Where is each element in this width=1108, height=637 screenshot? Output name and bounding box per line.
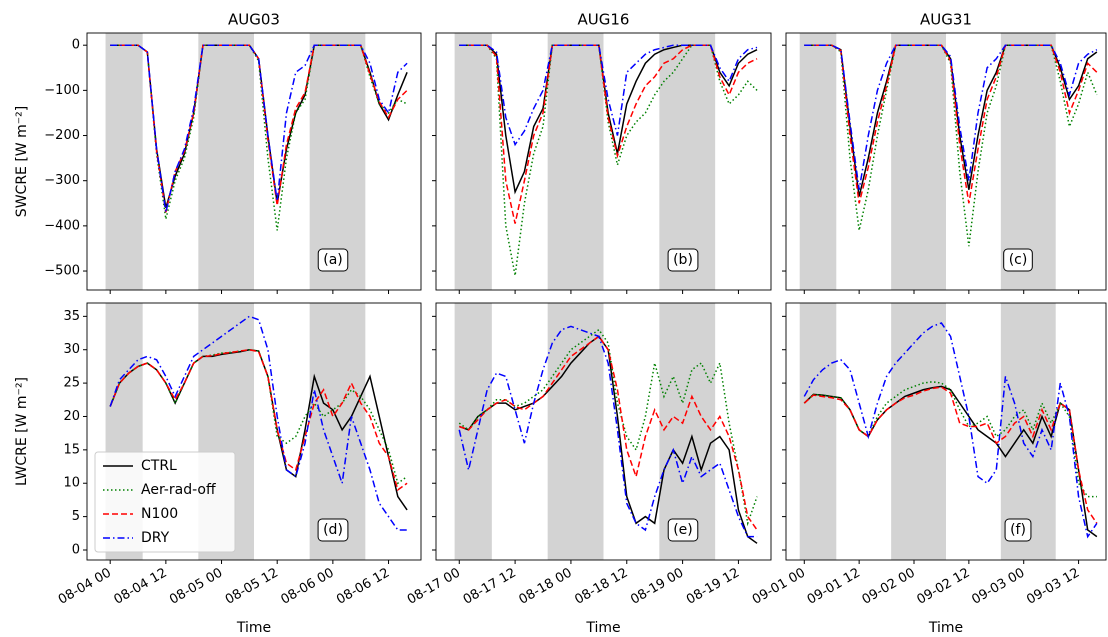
x-tick-label: 09-03 12: [1024, 566, 1082, 608]
night-band: [454, 303, 492, 560]
x-tick-label: 08-06 00: [278, 566, 336, 608]
x-tick-label: 09-01 00: [750, 566, 808, 608]
night-band: [1000, 33, 1056, 290]
x-tick-label: 09-02 00: [860, 566, 918, 608]
x-tick-label: 08-04 00: [56, 566, 114, 608]
legend-label: N100: [141, 506, 178, 522]
y-tick-label: 20: [63, 409, 80, 424]
panel-title: AUG31: [920, 11, 972, 29]
night-band: [799, 303, 837, 560]
y-tick-label: −100: [44, 83, 80, 98]
panel-title: AUG16: [578, 11, 630, 29]
panel-label-box: [317, 248, 349, 272]
y-tick-label: −500: [44, 264, 80, 279]
y-tick-label: 10: [63, 476, 80, 491]
x-tick-label: 09-02 12: [914, 566, 972, 608]
panel: AUG31 (c): [782, 11, 1107, 294]
y-tick-label: 25: [63, 376, 80, 391]
panel-label: (c): [1009, 252, 1028, 268]
series-line: [803, 322, 1098, 539]
series-line: [459, 44, 758, 224]
x-tick-label: 09-03 00: [969, 566, 1027, 608]
panel-label-box: [667, 518, 699, 542]
y-tick-label: 0: [72, 542, 80, 557]
plot-frame: [785, 302, 1107, 561]
night-band: [1000, 303, 1056, 560]
panel-label: (a): [323, 252, 343, 268]
x-tick-label: 08-05 12: [223, 566, 281, 608]
series-line: [109, 348, 408, 492]
panel-label: (e): [673, 522, 693, 538]
panel-label-box: [667, 248, 699, 272]
series-line: [459, 44, 758, 276]
y-tick-label: 15: [63, 442, 80, 457]
plot-frame: [86, 32, 422, 291]
panel-label: (f): [1010, 522, 1026, 538]
y-tick-label: −400: [44, 218, 80, 233]
night-band: [309, 33, 366, 290]
x-axis-label: Time: [585, 620, 620, 636]
x-tick-label: 08-18 12: [572, 566, 630, 608]
y-tick-label: 35: [63, 309, 80, 324]
night-band: [198, 33, 254, 290]
night-band: [799, 33, 837, 290]
night-band: [891, 303, 946, 560]
x-tick-label: 08-19 12: [684, 566, 742, 608]
y-tick-label: −200: [44, 128, 80, 143]
legend-label: DRY: [141, 530, 170, 546]
legend-box: [94, 451, 236, 553]
series-line: [458, 328, 758, 527]
night-band: [454, 33, 492, 290]
panel-label: (d): [323, 522, 343, 538]
y-axis-label: LWCRE [W m⁻²]: [14, 377, 30, 486]
series-line: [458, 325, 758, 538]
legend-label: CTRL: [141, 458, 177, 474]
x-tick-label: 08-06 12: [334, 566, 392, 608]
night-band: [659, 303, 716, 560]
plot-frame: [785, 32, 1107, 291]
panel-label-box: [1003, 248, 1033, 272]
panel-label-box: [1004, 518, 1032, 542]
plot-frame: [435, 32, 772, 291]
series-line: [804, 44, 1098, 190]
night-band: [547, 33, 604, 290]
y-tick-label: −300: [44, 173, 80, 188]
y-tick-label: 0: [72, 38, 80, 53]
night-band: [547, 303, 604, 560]
panel-label: (b): [673, 252, 693, 268]
x-tick-label: 08-18 00: [517, 566, 575, 608]
panel: AUG16 (b): [432, 11, 772, 294]
x-tick-label: 08-17 12: [461, 566, 519, 608]
legend-label: Aer-rad-off: [141, 482, 216, 498]
panel-title: AUG03: [228, 11, 280, 29]
y-tick-label: 30: [63, 342, 80, 357]
y-axis-label: SWCRE [W m⁻²]: [14, 106, 30, 217]
plot-frame: [86, 302, 422, 561]
x-tick-label: 08-17 00: [405, 566, 463, 608]
y-tick-label: 5: [72, 509, 80, 524]
panel-label-box: [317, 518, 349, 542]
x-axis-label: Time: [236, 620, 271, 636]
series-line: [459, 335, 758, 531]
series-line: [803, 386, 1098, 524]
x-tick-label: 09-01 12: [805, 566, 863, 608]
x-tick-label: 08-19 00: [628, 566, 686, 608]
series-line: [803, 385, 1098, 538]
x-tick-label: 08-04 12: [111, 566, 169, 608]
x-axis-label: Time: [928, 620, 963, 636]
series-line: [110, 44, 408, 213]
night-band: [891, 33, 946, 290]
plot-frame: [435, 302, 772, 561]
panel: 0 −100 −200 −300 −400 −500 AUG03 SWCRE [W m⁻²] (…: [14, 11, 422, 294]
x-tick-label: 08-05 00: [167, 566, 225, 608]
night-band: [105, 33, 143, 290]
